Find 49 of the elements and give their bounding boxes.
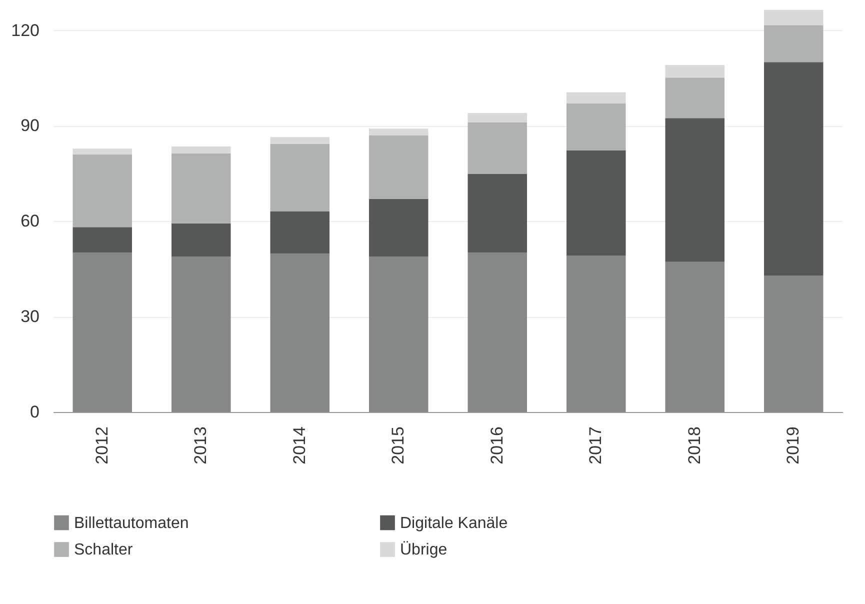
bar <box>172 256 231 412</box>
bar <box>665 64 724 78</box>
x-tick-label: 2013 <box>191 426 210 464</box>
bar <box>72 154 132 228</box>
x-tick-label: 2014 <box>290 426 309 464</box>
bar <box>468 112 527 122</box>
bar <box>369 136 428 199</box>
bar <box>369 128 428 136</box>
bar <box>270 211 330 254</box>
bar <box>172 146 231 154</box>
bar <box>72 148 132 154</box>
bar <box>468 174 527 253</box>
bar <box>72 252 132 412</box>
y-tick-label: 30 <box>20 307 40 326</box>
bar <box>369 198 428 257</box>
legend-label: Schalter <box>74 542 134 558</box>
x-tick-label: 2019 <box>784 426 803 464</box>
legend-label: Digitale Kanäle <box>400 514 508 532</box>
legend-label: Billettautomaten <box>74 514 189 532</box>
bar <box>369 256 428 412</box>
y-tick-label: 0 <box>30 402 40 422</box>
bar <box>566 103 626 150</box>
y-tick-label: 120 <box>11 20 40 40</box>
bar <box>764 25 824 62</box>
x-tick-label: 2018 <box>684 426 704 464</box>
bar <box>764 10 824 26</box>
bar <box>764 276 824 412</box>
x-tick-label: 2016 <box>487 426 506 464</box>
bar <box>468 252 527 412</box>
bar <box>172 153 231 224</box>
bar <box>764 62 824 276</box>
bar <box>72 227 132 253</box>
bar <box>468 122 527 174</box>
bar <box>172 223 231 257</box>
bar <box>566 255 626 412</box>
bar <box>566 92 626 104</box>
bar <box>665 78 724 118</box>
y-tick-label: 60 <box>20 212 40 231</box>
bar <box>566 150 626 256</box>
bar <box>270 254 330 412</box>
x-tick-label: 2015 <box>388 426 408 464</box>
bar <box>665 118 724 262</box>
bar <box>270 137 330 144</box>
legend-label: Übrige <box>400 540 448 558</box>
bar <box>270 144 330 212</box>
bar <box>665 262 724 412</box>
y-tick-label: 90 <box>20 116 40 136</box>
x-tick-label: 2017 <box>586 426 606 464</box>
x-tick-label: 2012 <box>92 426 112 464</box>
